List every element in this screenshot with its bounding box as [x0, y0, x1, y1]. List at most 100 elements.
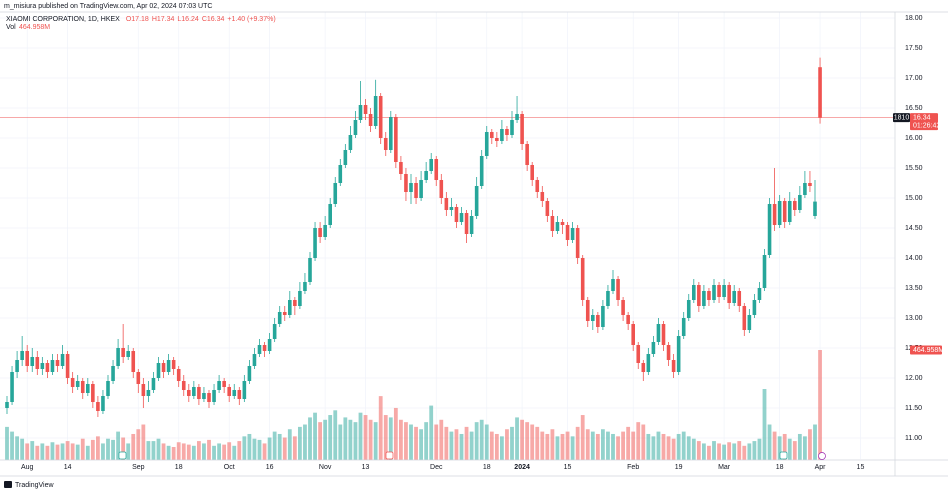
volume-bar	[262, 443, 267, 460]
candle-body	[535, 180, 540, 192]
volume-bar	[434, 424, 439, 460]
volume-bar	[30, 441, 35, 460]
x-tick-label: Dec	[430, 464, 443, 471]
candle-body	[55, 360, 60, 366]
candle-body	[35, 357, 40, 369]
volume-bar	[449, 431, 454, 460]
volume-bar	[606, 431, 610, 460]
candle-body	[606, 291, 610, 306]
volume-bar	[242, 436, 247, 460]
candle-body	[111, 366, 115, 381]
candle-body	[404, 174, 408, 192]
volume-bar	[752, 441, 757, 460]
candle-body	[247, 366, 252, 381]
volume-bar	[439, 419, 444, 460]
volume-bar	[126, 443, 131, 460]
volume-bar	[141, 424, 146, 460]
candle-body	[621, 300, 625, 315]
price-tag-label: 16.34	[913, 114, 931, 121]
volume-bar	[803, 436, 807, 460]
volume-bar	[611, 433, 615, 460]
x-tick-label: Sep	[132, 464, 145, 471]
earnings-icon[interactable]	[779, 451, 788, 460]
y-tick-label: 15.00	[905, 195, 923, 202]
candle-body	[50, 360, 55, 372]
candle-body	[121, 348, 125, 357]
candle-body	[25, 351, 29, 366]
volume-bar	[696, 441, 701, 460]
x-tick-label: 13	[362, 464, 370, 471]
candle-body	[353, 120, 358, 135]
candle-body	[464, 213, 469, 234]
volume-bar	[217, 443, 221, 460]
candle-body	[277, 312, 282, 324]
candle-body	[611, 279, 615, 291]
y-tick-label: 14.50	[905, 225, 923, 232]
volume-bar	[621, 431, 625, 460]
candle-body	[202, 393, 206, 399]
volume-bar	[666, 436, 671, 460]
candle-body	[383, 138, 388, 150]
volume-bar	[287, 429, 292, 460]
volume-bar	[353, 422, 358, 460]
volume-bar	[393, 407, 398, 460]
x-tick-label: Feb	[627, 464, 639, 471]
volume-bar	[388, 417, 393, 460]
volume-bar	[373, 422, 378, 460]
volume-bar	[525, 422, 530, 460]
volume-bar	[181, 443, 186, 460]
candle-body	[727, 285, 731, 303]
y-tick-label: 12.00	[905, 375, 923, 382]
candle-body	[793, 201, 797, 210]
candle-body	[60, 354, 65, 366]
volume-bar	[686, 436, 691, 460]
candle-body	[712, 285, 716, 300]
volume-bar	[70, 443, 75, 460]
earnings-icon[interactable]	[118, 451, 127, 460]
candle-body	[439, 180, 444, 198]
y-tick-label: 17.50	[905, 45, 923, 52]
volume-bar	[813, 424, 817, 460]
candle-body	[469, 216, 474, 234]
candle-body	[151, 378, 156, 390]
candle-body	[86, 384, 90, 393]
volume-bar	[535, 426, 540, 460]
volume-bar	[540, 431, 545, 460]
candle-body	[45, 363, 50, 372]
candle-body	[641, 363, 646, 372]
volume-bar	[267, 437, 272, 460]
volume-bar	[590, 431, 595, 460]
volume-bar	[252, 438, 257, 460]
x-tick-label: Oct	[224, 464, 235, 471]
volume-bar	[378, 396, 383, 460]
candle-body	[313, 228, 317, 258]
candle-body	[737, 291, 742, 306]
candle-body	[474, 186, 479, 216]
candle-body	[409, 183, 413, 192]
volume-bar	[727, 442, 732, 460]
volume-bar	[186, 444, 191, 460]
volume-bar	[424, 422, 429, 460]
candle-body	[399, 162, 403, 174]
countdown: 01:26:42	[913, 122, 940, 129]
volume-bar	[282, 437, 287, 460]
candle-body	[646, 354, 651, 372]
dividend-icon[interactable]	[818, 452, 826, 460]
volume-bar	[681, 431, 686, 460]
volume-bar	[257, 439, 262, 460]
candle-body	[166, 360, 171, 372]
earnings-icon[interactable]	[385, 451, 394, 460]
candle-body	[722, 285, 726, 297]
x-tick-label: 14	[64, 464, 72, 471]
candle-body	[262, 345, 267, 351]
candle-body	[348, 135, 353, 150]
volume-bar	[580, 415, 585, 460]
volume-bar	[75, 444, 80, 460]
volume-bar	[338, 424, 343, 460]
candle-body	[333, 183, 338, 204]
volume-bar	[722, 444, 726, 460]
volume-bar	[479, 419, 484, 460]
y-tick-label: 16.50	[905, 105, 923, 112]
legend-change: +1.40 (+9.37%)	[227, 16, 275, 23]
candle-body	[378, 96, 383, 138]
